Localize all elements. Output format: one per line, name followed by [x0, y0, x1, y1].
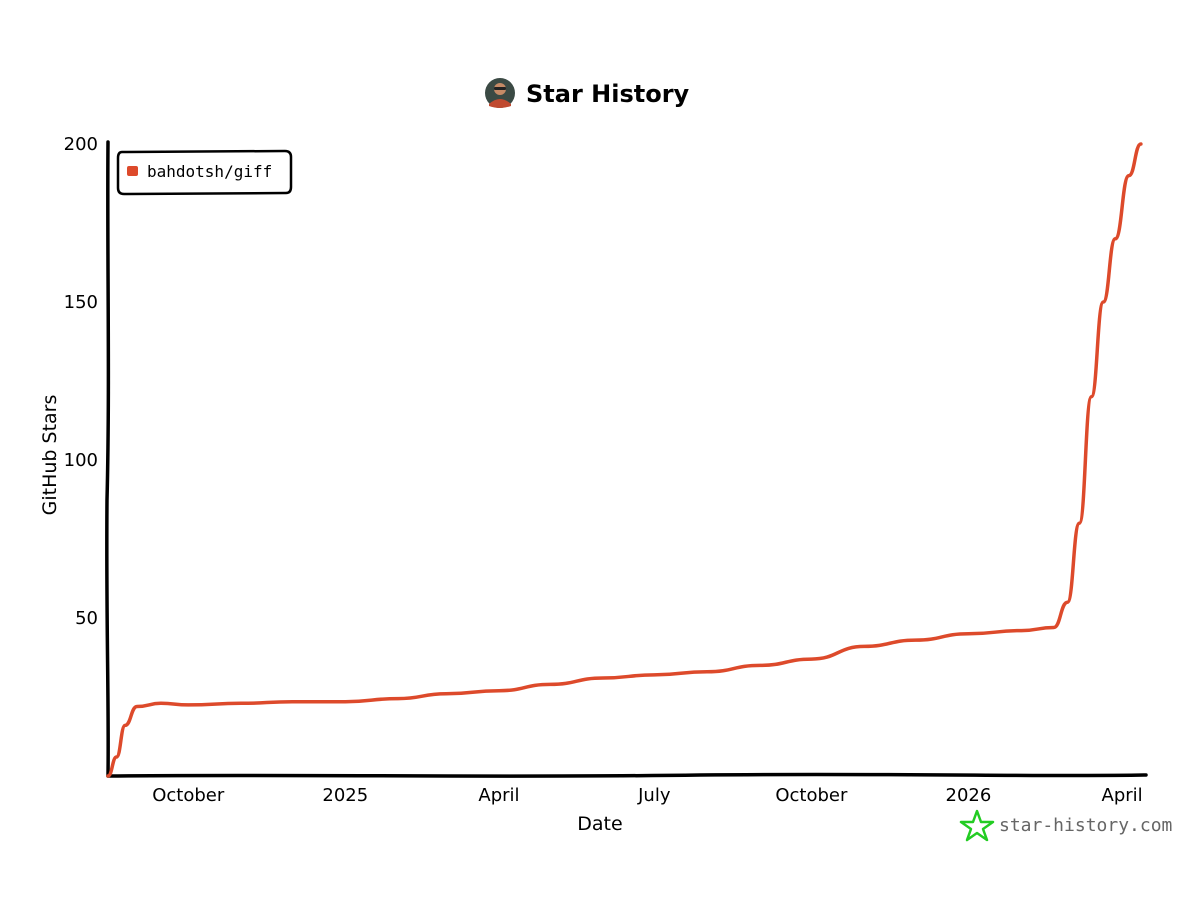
- star-outline-icon: [959, 809, 995, 842]
- legend-swatch: [127, 166, 138, 176]
- x-tick-label: April: [1102, 785, 1143, 806]
- y-axis-label: GitHub Stars: [39, 395, 61, 516]
- chart-header: Star History: [485, 78, 690, 108]
- legend-label: bahdotsh/giff: [147, 162, 272, 181]
- watermark-text: star-history.com: [999, 815, 1172, 836]
- axes: [105, 140, 1148, 778]
- x-tick-label: April: [478, 785, 519, 806]
- x-tick-label: October: [775, 785, 848, 806]
- series-lines: [106, 142, 1143, 778]
- y-tick-label: 50: [75, 608, 98, 629]
- y-tick-label: 200: [64, 134, 98, 155]
- x-tick-label: October: [152, 785, 225, 806]
- y-tick-label: 150: [64, 292, 98, 313]
- y-tick-label: 100: [64, 450, 98, 471]
- x-tick-labels: October 2025 April July October 2026 April: [152, 785, 1142, 806]
- y-tick-labels: 50 100 150 200: [64, 134, 98, 629]
- y-axis-line: [105, 140, 111, 778]
- legend: bahdotsh/giff: [116, 149, 293, 196]
- watermark: star-history.com: [959, 809, 1172, 842]
- avatar: [485, 78, 515, 108]
- legend-box: [116, 149, 293, 196]
- x-tick-label: July: [637, 785, 671, 806]
- x-tick-label: 2025: [322, 785, 368, 806]
- x-tick-label: 2026: [946, 785, 992, 806]
- series-line-0: [106, 142, 1143, 778]
- x-axis-line: [106, 772, 1148, 778]
- x-axis-label: Date: [577, 813, 622, 835]
- chart-title: Star History: [526, 80, 690, 108]
